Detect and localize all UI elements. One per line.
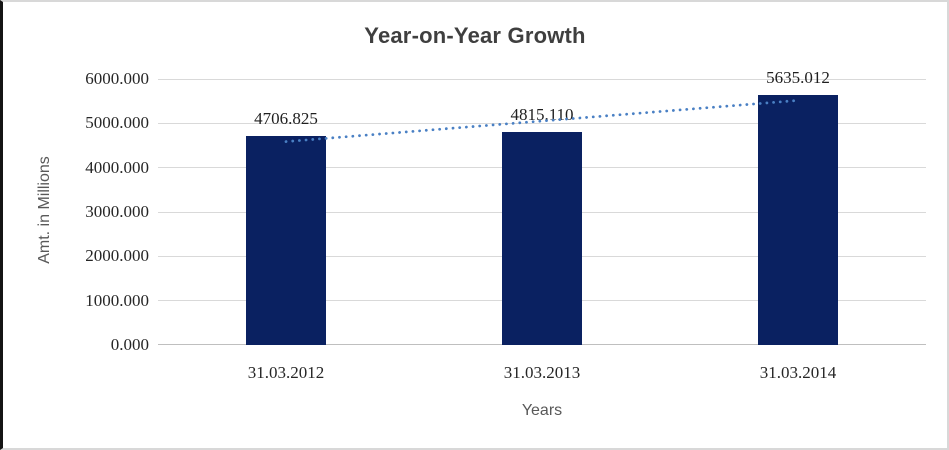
y-tick-label: 2000.000 (85, 246, 149, 266)
trendline (284, 99, 800, 143)
x-tick-label: 31.03.2012 (247, 363, 325, 382)
y-tick-label: 1000.000 (85, 290, 149, 310)
x-tick-label: 31.03.2013 (503, 363, 581, 382)
x-tick-label: 31.03.2014 (759, 363, 837, 382)
bar-31.03.2012 (246, 136, 326, 345)
bar-31.03.2013 (502, 131, 582, 345)
gridline (158, 78, 926, 80)
data-label: 4815.110 (510, 104, 574, 124)
chart-title: Year-on-Year Growth (364, 23, 586, 48)
y-tick-label: 6000.000 (85, 69, 149, 88)
data-label: 4706.825 (254, 109, 318, 129)
y-tick-label: 5000.000 (85, 113, 149, 133)
y-tick-label: 0.000 (110, 335, 149, 354)
data-label: 5635.012 (766, 68, 830, 88)
gridline (158, 122, 926, 124)
y-tick-label: 3000.000 (85, 202, 149, 221)
bar-31.03.2014 (758, 95, 838, 345)
x-axis-title: Years (521, 402, 563, 419)
plot-area: 4706.825 4815.110 5635.012 (158, 68, 926, 345)
y-tick-label: 4000.000 (85, 157, 149, 177)
